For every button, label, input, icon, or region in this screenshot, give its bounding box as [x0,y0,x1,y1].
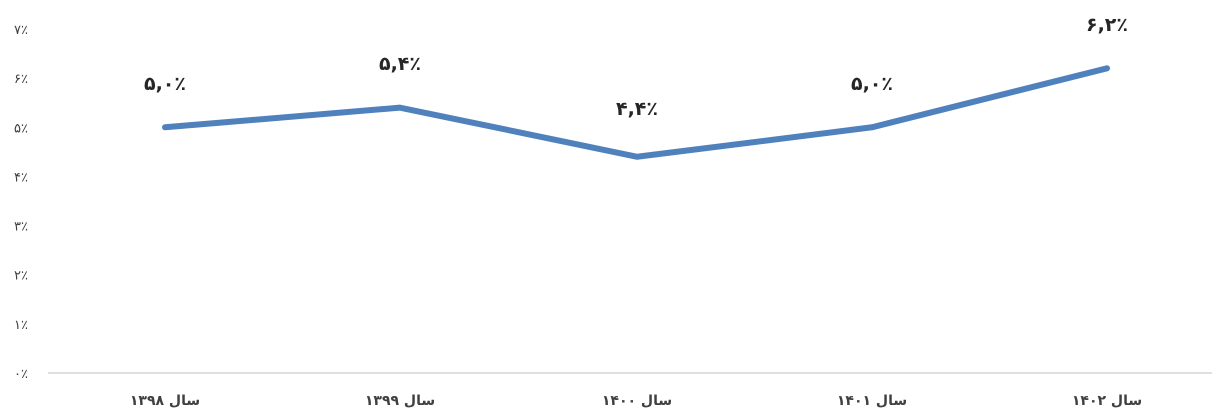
x-tick-label: سال ۱۴۰۰ [602,393,672,409]
data-label: ۵,۰٪ [144,73,186,95]
x-tick-label: سال ۱۳۹۸ [130,393,200,409]
series-line [162,65,1110,160]
y-tick-label: ۰٪ [14,367,28,382]
y-tick-label: ۵٪ [14,121,28,136]
y-tick-label: ۱٪ [14,318,28,333]
y-tick-label: ۳٪ [14,220,28,235]
data-label: ۵,۰٪ [851,73,893,95]
data-labels: ۵,۰٪ ۵,۴٪ ۴,۴٪ ۵,۰٪ ۶,۲٪ [144,14,1128,120]
x-axis-tick-labels: سال ۱۳۹۸ سال ۱۳۹۹ سال ۱۴۰۰ سال ۱۴۰۱ سال ۱۴۰۲ [130,393,1142,409]
data-label: ۵,۴٪ [379,53,421,75]
data-label: ۶,۲٪ [1086,14,1128,36]
y-tick-label: ۴٪ [14,170,28,185]
y-tick-label: ۶٪ [14,72,28,87]
y-axis-tick-labels: ۰٪ ۱٪ ۲٪ ۳٪ ۴٪ ۵٪ ۶٪ ۷٪ [14,23,28,382]
x-tick-label: سال ۱۳۹۹ [365,393,435,409]
x-tick-label: سال ۱۴۰۲ [1072,393,1142,409]
data-label: ۴,۴٪ [616,98,658,120]
y-tick-label: ۷٪ [14,23,28,38]
y-tick-label: ۲٪ [14,269,28,284]
x-tick-label: سال ۱۴۰۱ [837,393,907,409]
